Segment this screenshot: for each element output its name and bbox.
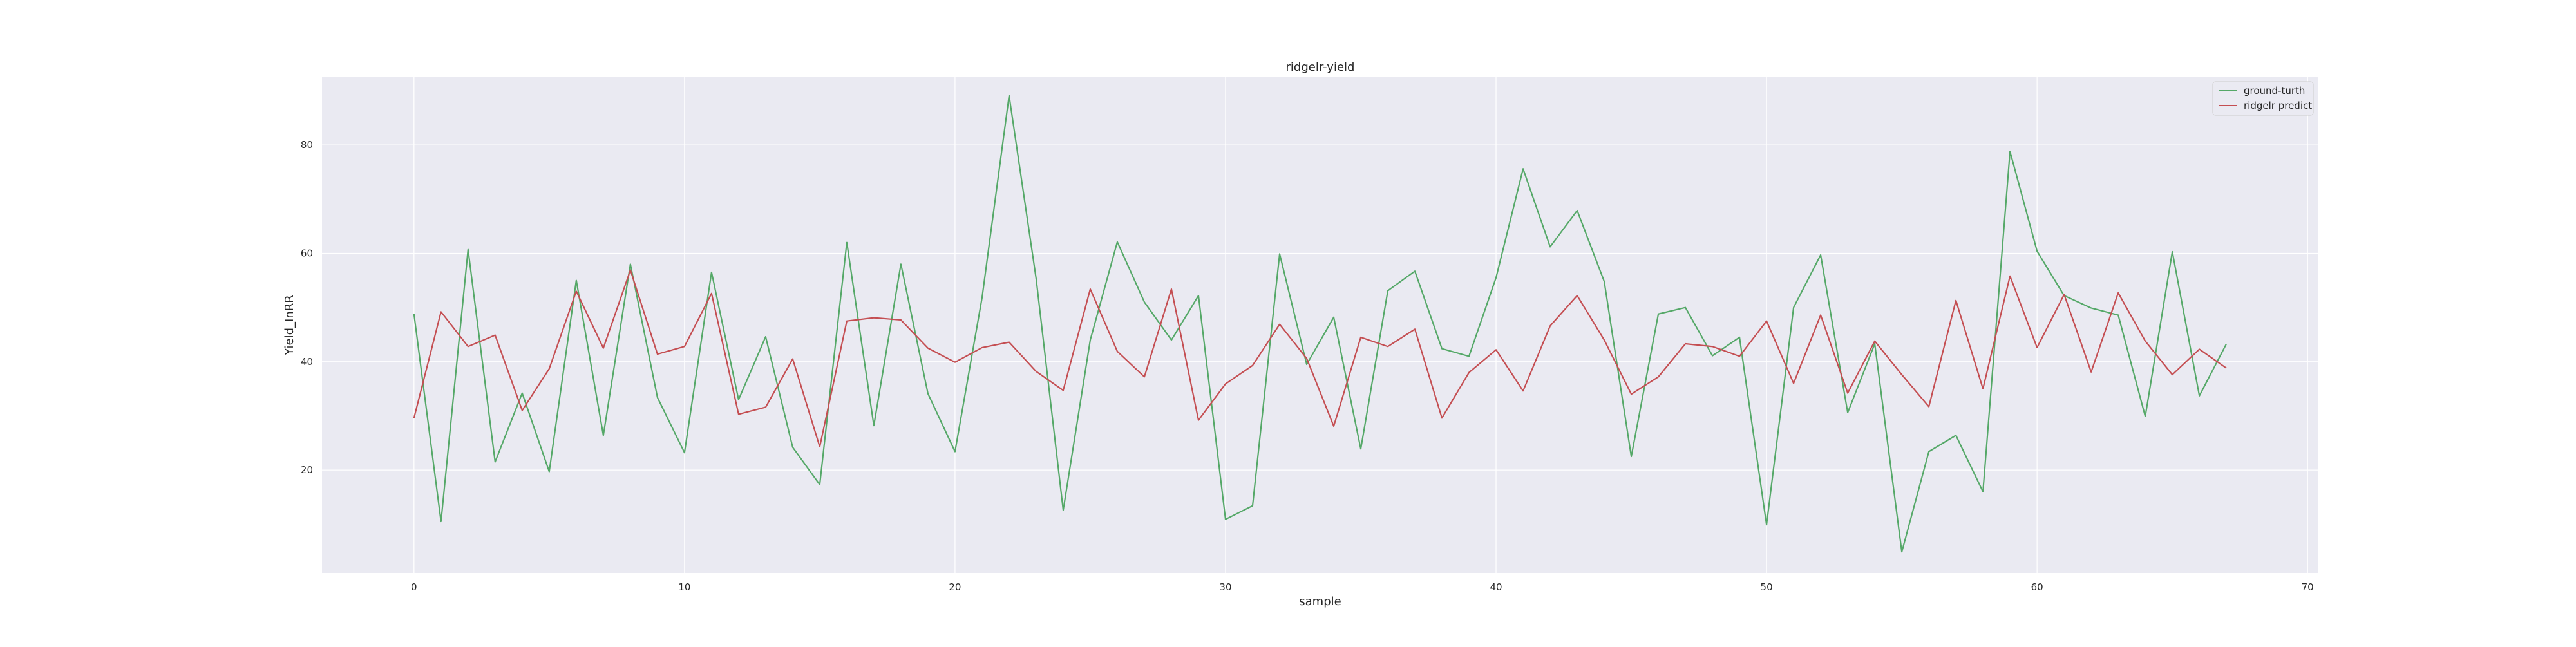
x-tick-label: 10 (678, 581, 690, 593)
y-tick-label: 80 (301, 139, 313, 151)
x-axis-label: sample (1299, 595, 1341, 608)
x-tick-label: 20 (949, 581, 961, 593)
y-tick-label: 20 (301, 464, 313, 476)
y-tick-label: 40 (301, 356, 313, 368)
series-line-ridgelr-predict (413, 269, 2227, 448)
legend-box (2212, 81, 2314, 116)
series-lines (413, 95, 2228, 553)
legend-label-ground-truth: ground-turth (2244, 85, 2305, 97)
series-line-ground-turth (413, 95, 2228, 553)
legend-label-ridgelr-predict: ridgelr predict (2244, 100, 2312, 111)
grid-lines (322, 77, 2318, 573)
x-tick-label: 60 (2031, 581, 2043, 593)
x-tick-label: 0 (411, 581, 417, 593)
x-tick-label: 50 (1761, 581, 1773, 593)
legend: ground-turth ridgelr predict (2212, 81, 2314, 116)
tick-labels: 0 10 20 30 40 50 60 70 20 40 60 80 (301, 139, 2314, 593)
y-axis-label: Yield_InRR (283, 295, 296, 356)
y-tick-label: 60 (301, 247, 313, 259)
x-tick-label: 40 (1490, 581, 1502, 593)
x-tick-label: 70 (2302, 581, 2314, 593)
chart-title: ridgelr-yield (1286, 61, 1355, 74)
x-tick-label: 30 (1219, 581, 1231, 593)
plot-area-background (322, 77, 2318, 573)
